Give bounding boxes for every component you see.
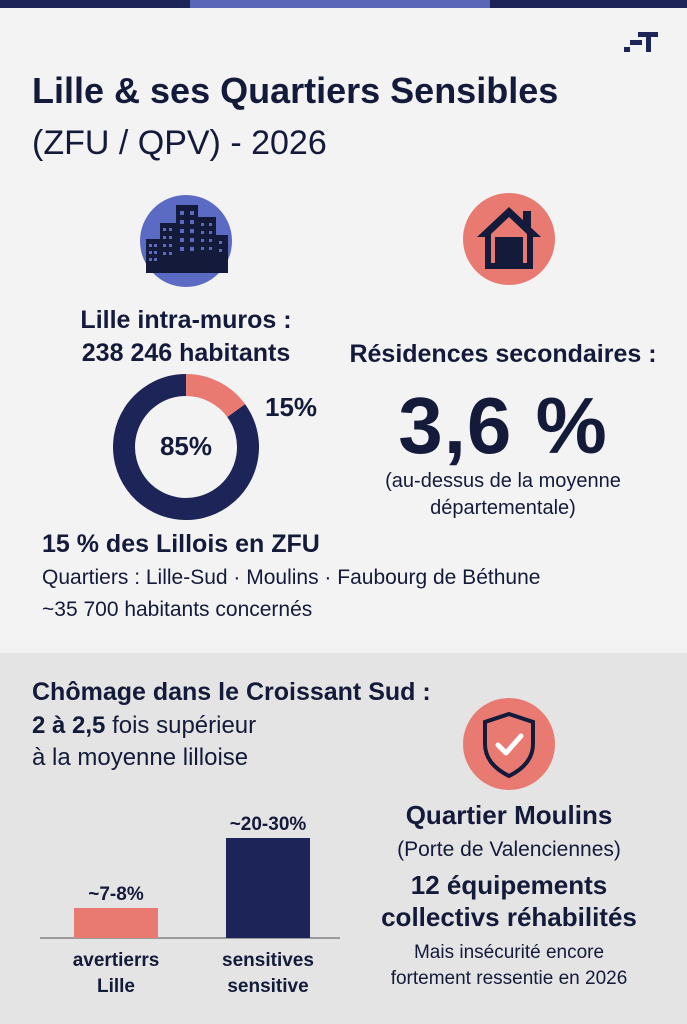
page-subtitle: (ZFU / QPV) - 2026 [32,124,327,162]
secondary-residences-label: Résidences secondaires : [349,340,657,368]
bar-data-label-0: ~7-8% [88,884,144,905]
moulins-subtitle: (Porte de Valenciennes) [397,838,621,861]
bar-category-label-1-0: sensitives [222,950,314,971]
donut-slice-label: 15% [265,392,318,422]
unemployment-ratio-rest: fois supérieur [105,712,257,739]
page-title: Lille & ses Quartiers Sensibles [32,70,559,111]
house-icon-badge [463,193,555,285]
top-bar [0,0,687,8]
moulins-note-1: Mais insécurité encore [413,942,605,963]
secondary-residences-note-2: départementale) [430,497,576,519]
unemployment-bar-chart: ~7-8% avertierrs Lille ~20-30% sensitives sen… [40,814,340,997]
moulins-note-2: fortement ressentie en 2026 [390,968,628,989]
bar-1 [226,838,310,938]
bar-category-label-0-1: Lille [97,976,135,997]
buildings-icon [146,205,228,273]
moulins-facilities-1: 12 équipements [410,870,608,900]
unemployment-ratio-bold: 2 à 2,5 [32,712,106,739]
shield-check-icon [483,711,535,779]
moulins-title: Quartier Moulins [405,800,613,830]
zfu-residents: ~35 700 habitants concernés [42,598,313,621]
donut-center-label: 85% [159,431,213,461]
unemployment-ratio-line2: à la moyenne lilloise [32,744,249,771]
zfu-districts: Quartiers : Lille-Sud · Moulins · Faubou… [42,566,541,589]
secondary-residences-value: 3,6 % [398,381,608,470]
shield-icon-badge [463,698,555,790]
top-section [0,8,687,653]
population-label: Lille intra-muros : [80,306,292,334]
donut-slice-1 [113,374,259,520]
bar-data-label-1: ~20-30% [230,814,307,835]
bar-0 [74,908,158,938]
secondary-residences-note-1: (au-dessus de la moyenne [385,470,621,492]
population-value: 238 246 habitants [81,339,291,367]
bar-category-label-0-0: avertierrs [73,950,160,971]
zfu-headline: 15 % des Lillois en ZFU [42,530,320,558]
house-icon [477,207,541,269]
top-bar-accent [190,0,490,8]
unemployment-heading: Chômage dans le Croissant Sud : [32,678,431,706]
logo-icon [624,32,658,52]
zfu-donut-chart [113,374,259,520]
unemployment-ratio: 2 à 2,5 fois supérieur [32,712,256,740]
bottom-section [0,653,687,1024]
bar-category-label-1-1: sensitive [227,976,308,997]
moulins-facilities-2: collectivs réhabilités [381,902,637,932]
buildings-icon-badge [140,195,232,287]
